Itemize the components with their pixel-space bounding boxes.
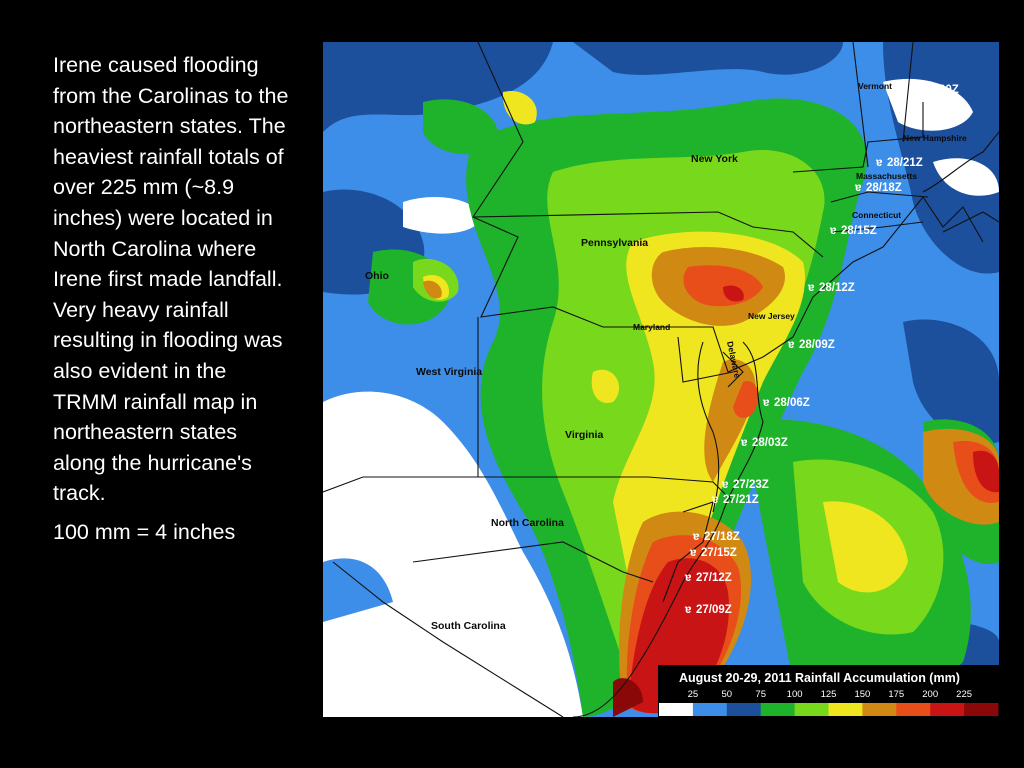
state-label-vermont: Vermont bbox=[858, 81, 892, 91]
track-label: 27/23Z bbox=[733, 479, 769, 491]
svg-text:ɐ: ɐ bbox=[807, 282, 815, 294]
legend-tick-label: 75 bbox=[755, 689, 766, 700]
legend-swatch bbox=[794, 703, 829, 716]
rainfall-map: Vermont New Hampshire New York Massachus… bbox=[323, 42, 999, 717]
legend-tick-label: 150 bbox=[854, 689, 870, 700]
track-label: 28/03Z bbox=[752, 437, 788, 449]
hurricane-symbol-icon: ɐ bbox=[684, 604, 692, 616]
track-label: 27/12Z bbox=[696, 572, 732, 584]
hurricane-symbol-icon: ɐ bbox=[711, 494, 719, 506]
legend-tick-label: 25 bbox=[688, 689, 699, 700]
legend-swatch bbox=[930, 703, 965, 716]
svg-text:ɐ: ɐ bbox=[829, 225, 837, 237]
hurricane-symbol-icon: ɐ bbox=[854, 182, 862, 194]
track-label: 29/00Z bbox=[923, 84, 959, 96]
hurricane-symbol-icon: ɐ bbox=[912, 85, 920, 97]
legend-tick-label: 225 bbox=[956, 689, 972, 700]
svg-text:ɐ: ɐ bbox=[854, 182, 862, 194]
legend-swatch bbox=[760, 703, 796, 716]
state-label-pennsylvania: Pennsylvania bbox=[581, 237, 648, 249]
svg-text:ɐ: ɐ bbox=[875, 157, 883, 169]
legend-swatch bbox=[964, 703, 999, 716]
state-label-new-jersey: New Jersey bbox=[748, 311, 795, 321]
state-label-north-carolina: North Carolina bbox=[491, 517, 564, 529]
state-label-ohio: Ohio bbox=[365, 270, 389, 282]
svg-text:ɐ: ɐ bbox=[721, 479, 729, 491]
hurricane-symbol-icon: ɐ bbox=[684, 572, 692, 584]
rainfall-contours bbox=[323, 42, 999, 717]
svg-text:ɐ: ɐ bbox=[692, 531, 700, 543]
hurricane-symbol-icon: ɐ bbox=[807, 282, 815, 294]
track-label: 27/15Z bbox=[701, 547, 737, 559]
track-label: 27/21Z bbox=[723, 494, 759, 506]
state-boundaries bbox=[323, 42, 999, 717]
hurricane-symbol-icon: ɐ bbox=[829, 225, 837, 237]
track-label: 28/12Z bbox=[819, 282, 855, 294]
state-label-connecticut: Connecticut bbox=[852, 210, 901, 220]
unit-conversion-note: 100 mm = 4 inches bbox=[53, 519, 236, 544]
hurricane-symbol-icon: ɐ bbox=[875, 157, 883, 169]
state-label-new-york: New York bbox=[691, 153, 738, 165]
description-paragraph: Irene caused flooding from the Carolinas… bbox=[53, 53, 289, 506]
svg-text:ɐ: ɐ bbox=[711, 494, 719, 506]
svg-text:ɐ: ɐ bbox=[740, 437, 748, 449]
state-label-west-virginia: West Virginia bbox=[416, 366, 482, 378]
state-label-maryland: Maryland bbox=[633, 322, 670, 332]
track-label: 28/06Z bbox=[774, 397, 810, 409]
legend-swatch bbox=[896, 703, 931, 716]
rainfall-legend: August 20-29, 2011 Rainfall Accumulation… bbox=[658, 665, 999, 717]
state-label-virginia: Virginia bbox=[565, 429, 603, 441]
hurricane-symbol-icon: ɐ bbox=[721, 479, 729, 491]
hurricane-symbol-icon: ɐ bbox=[740, 437, 748, 449]
hurricane-symbol-icon: ɐ bbox=[689, 547, 697, 559]
track-label: 27/09Z bbox=[696, 604, 732, 616]
legend-tick-label: 100 bbox=[787, 689, 803, 700]
legend-title: August 20-29, 2011 Rainfall Accumulation… bbox=[679, 671, 960, 685]
legend-tick-label: 175 bbox=[888, 689, 904, 700]
hurricane-track: ɐ 29/00Z ɐ 28/21Z ɐ 28/18Z ɐ 28/15Z ɐ 28… bbox=[684, 84, 959, 616]
hurricane-symbol-icon: ɐ bbox=[787, 339, 795, 351]
legend-ticks: 25 50 75 100 125 150 175 200 225 bbox=[688, 689, 972, 700]
legend-tick-label: 200 bbox=[922, 689, 938, 700]
legend-swatch bbox=[692, 703, 728, 716]
hurricane-symbol-icon: ɐ bbox=[762, 397, 770, 409]
svg-text:ɐ: ɐ bbox=[684, 572, 692, 584]
svg-text:ɐ: ɐ bbox=[787, 339, 795, 351]
svg-text:ɐ: ɐ bbox=[912, 85, 920, 97]
track-label: 28/09Z bbox=[799, 339, 835, 351]
svg-text:ɐ: ɐ bbox=[684, 604, 692, 616]
hurricane-symbol-icon: ɐ bbox=[692, 531, 700, 543]
svg-text:ɐ: ɐ bbox=[762, 397, 770, 409]
track-label: 28/18Z bbox=[866, 182, 902, 194]
description-panel: Irene caused flooding from the Carolinas… bbox=[53, 50, 289, 548]
legend-swatch bbox=[828, 703, 863, 716]
state-label-new-hampshire: New Hampshire bbox=[903, 133, 967, 143]
legend-swatches bbox=[659, 703, 999, 716]
state-label-massachusetts: Massachusetts bbox=[856, 171, 917, 181]
state-label-south-carolina: South Carolina bbox=[431, 620, 506, 632]
legend-tick-label: 50 bbox=[722, 689, 733, 700]
legend-tick-label: 125 bbox=[821, 689, 837, 700]
legend-swatch bbox=[659, 703, 694, 716]
legend-swatch bbox=[726, 703, 762, 716]
track-label: 28/21Z bbox=[887, 157, 923, 169]
svg-text:ɐ: ɐ bbox=[689, 547, 697, 559]
track-label: 28/15Z bbox=[841, 225, 877, 237]
track-label: 27/18Z bbox=[704, 531, 740, 543]
legend-swatch bbox=[862, 703, 897, 716]
